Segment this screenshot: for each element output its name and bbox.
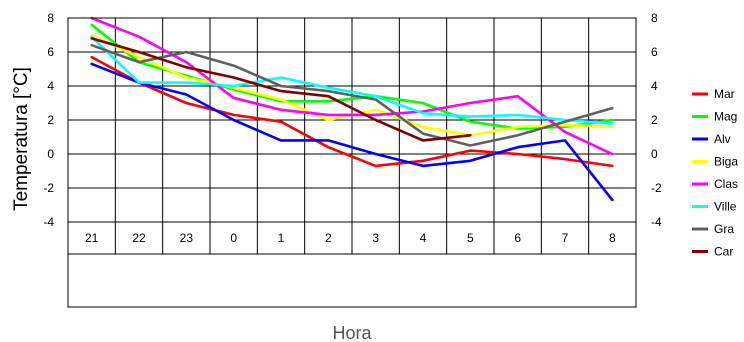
y-tick-label-left: -2 <box>43 181 54 195</box>
y-tick-label-right: 8 <box>651 11 658 25</box>
x-tick-label: 21 <box>85 231 99 245</box>
x-tick-label: 1 <box>278 231 285 245</box>
legend-label-biga: Biga <box>714 155 738 169</box>
x-tick-label: 6 <box>514 231 521 245</box>
y-tick-label-right: 6 <box>651 45 658 59</box>
x-tick-label: 0 <box>230 231 237 245</box>
legend-label-car: Car <box>714 245 733 259</box>
legend-label-mag: Mag <box>714 110 737 124</box>
plot-border <box>67 17 637 308</box>
series-line-mar <box>90 55 614 168</box>
legend-label-clas: Clas <box>714 177 738 191</box>
x-tick-label: 4 <box>420 231 427 245</box>
plot-frame <box>67 17 637 308</box>
x-tick-label: 7 <box>562 231 569 245</box>
legend-label-ville: Ville <box>714 200 737 214</box>
series-line-gra <box>90 43 614 147</box>
y-tick-label-right: 4 <box>651 79 658 93</box>
x-tick-label: 3 <box>372 231 379 245</box>
y-tick-label-right: 0 <box>651 147 658 161</box>
series-line-ville <box>90 35 614 125</box>
chart-grid <box>68 17 636 255</box>
x-tick-label: 2 <box>325 231 332 245</box>
y-tick-label-left: -4 <box>43 215 54 229</box>
y-tick-label-left: 4 <box>47 79 54 93</box>
x-tick-label: 23 <box>180 231 194 245</box>
y-tick-labels-left: -4 -2 0 2 4 6 8 <box>43 11 54 229</box>
legend-label-alv: Alv <box>714 132 731 146</box>
legend: Mar Mag Alv Biga Clas Ville Gra Car <box>692 87 738 259</box>
legend-label-mar: Mar <box>714 87 735 101</box>
series-line-alv <box>90 62 614 202</box>
series-line-clas <box>90 16 614 156</box>
y-tick-label-right: 2 <box>651 113 658 127</box>
y-tick-label-left: 8 <box>47 11 54 25</box>
y-tick-label-left: 6 <box>47 45 54 59</box>
y-tick-label-right: -2 <box>651 181 662 195</box>
x-tick-labels: 21 22 23 0 1 2 3 4 5 6 7 8 <box>85 231 616 245</box>
x-tick-label: 5 <box>467 231 474 245</box>
y-axis-label: Temperatura [°C] <box>11 67 32 211</box>
y-tick-label-left: 2 <box>47 113 54 127</box>
y-tick-labels-right: -4 -2 0 2 4 6 8 <box>651 11 662 229</box>
y-tick-label-right: -4 <box>651 215 662 229</box>
x-tick-label: 22 <box>132 231 146 245</box>
x-axis-label: Hora <box>332 323 372 342</box>
series-line-car <box>90 37 472 142</box>
x-tick-label: 8 <box>609 231 616 245</box>
series-lines <box>90 16 614 202</box>
legend-label-gra: Gra <box>714 222 734 236</box>
y-tick-label-left: 0 <box>47 147 54 161</box>
